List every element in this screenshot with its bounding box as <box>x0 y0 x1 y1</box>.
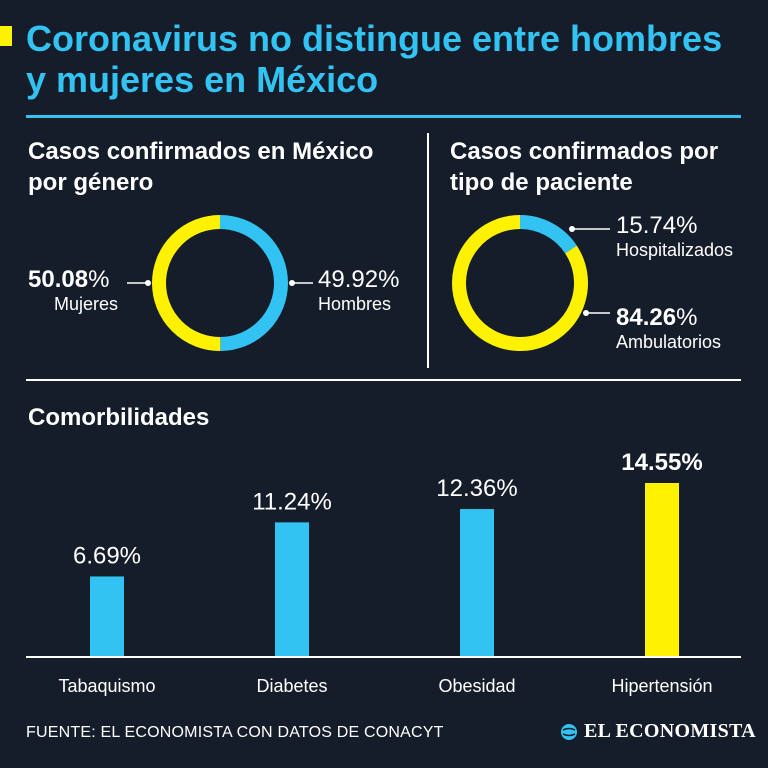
donut-slice-mujeres <box>151 215 221 351</box>
bar-category-label-hipertension: Hipertensión <box>611 676 712 696</box>
ambulatorios-leader-dot <box>583 310 589 316</box>
donut-slice-ambulatorios <box>452 215 588 351</box>
ambulatorios-percent-sign: % <box>676 304 698 331</box>
bar-tabaquismo <box>90 576 124 656</box>
comorbidities-section-title: Comorbilidades <box>28 404 210 431</box>
bar-category-label-diabetes: Diabetes <box>256 676 327 696</box>
bar-chart-baseline <box>26 656 741 658</box>
hospitalizados-percent-value: 15.74 <box>616 212 677 239</box>
bar-hipertension <box>645 483 679 656</box>
section-divider <box>26 379 741 381</box>
vertical-divider <box>427 133 429 368</box>
mujeres-label: Mujeres <box>54 294 119 314</box>
ambulatorios-percent-value: 84.26 <box>616 304 677 331</box>
hombres-label: Hombres <box>318 294 392 314</box>
bar-value-label-hipertension: 14.55% <box>621 449 702 476</box>
brand-logo: EL ECONOMISTA <box>560 720 756 743</box>
hombres-percent-sign: % <box>378 266 400 293</box>
title-divider <box>26 115 741 118</box>
footer-source: FUENTE: EL ECONOMISTA CON DATOS DE CONAC… <box>26 724 444 741</box>
mujeres-percent-sign: % <box>88 266 110 293</box>
gender-left-label: 50.08% Mujeres <box>28 267 118 315</box>
hospitalizados-leader-dot <box>569 226 575 232</box>
bar-obesidad <box>460 509 494 656</box>
gender-right-label: 49.92% Hombres <box>318 267 399 315</box>
page-title: Coronavirus no distingue entre hombres y… <box>26 18 723 100</box>
donut-slice-hombres <box>219 215 288 351</box>
bar-value-label-diabetes: 11.24% <box>252 488 332 515</box>
brand-name: EL ECONOMISTA <box>584 720 756 742</box>
mujeres-percent-value: 50.08 <box>28 266 89 293</box>
bar-value-label-tabaquismo: 6.69% <box>73 542 141 569</box>
bar-value-label-obesidad: 12.36% <box>436 475 517 502</box>
bar-category-label-obesidad: Obesidad <box>438 676 515 696</box>
bar-category-label-tabaquismo: Tabaquismo <box>58 676 155 696</box>
hombres-leader-dot <box>289 280 295 286</box>
bar-diabetes <box>275 522 309 656</box>
ambulatorios-label: Ambulatorios <box>616 332 722 352</box>
hombres-percent-value: 49.92 <box>318 266 379 293</box>
gender-section-title: Casos confirmados en México por género <box>28 138 374 196</box>
hospitalizados-percent-sign: % <box>676 212 698 239</box>
patient-top-label: 15.74% Hospitalizados <box>616 213 733 261</box>
mujeres-leader-dot <box>145 280 151 286</box>
globe-icon <box>561 723 577 740</box>
title-accent-bar <box>0 26 12 46</box>
donut-slice-hospitalizados <box>519 215 577 254</box>
patient-bottom-label: 84.26% Ambulatorios <box>616 305 721 353</box>
hospitalizados-label: Hospitalizados <box>616 240 734 260</box>
patient-section-title: Casos confirmados por tipo de paciente <box>450 138 719 196</box>
